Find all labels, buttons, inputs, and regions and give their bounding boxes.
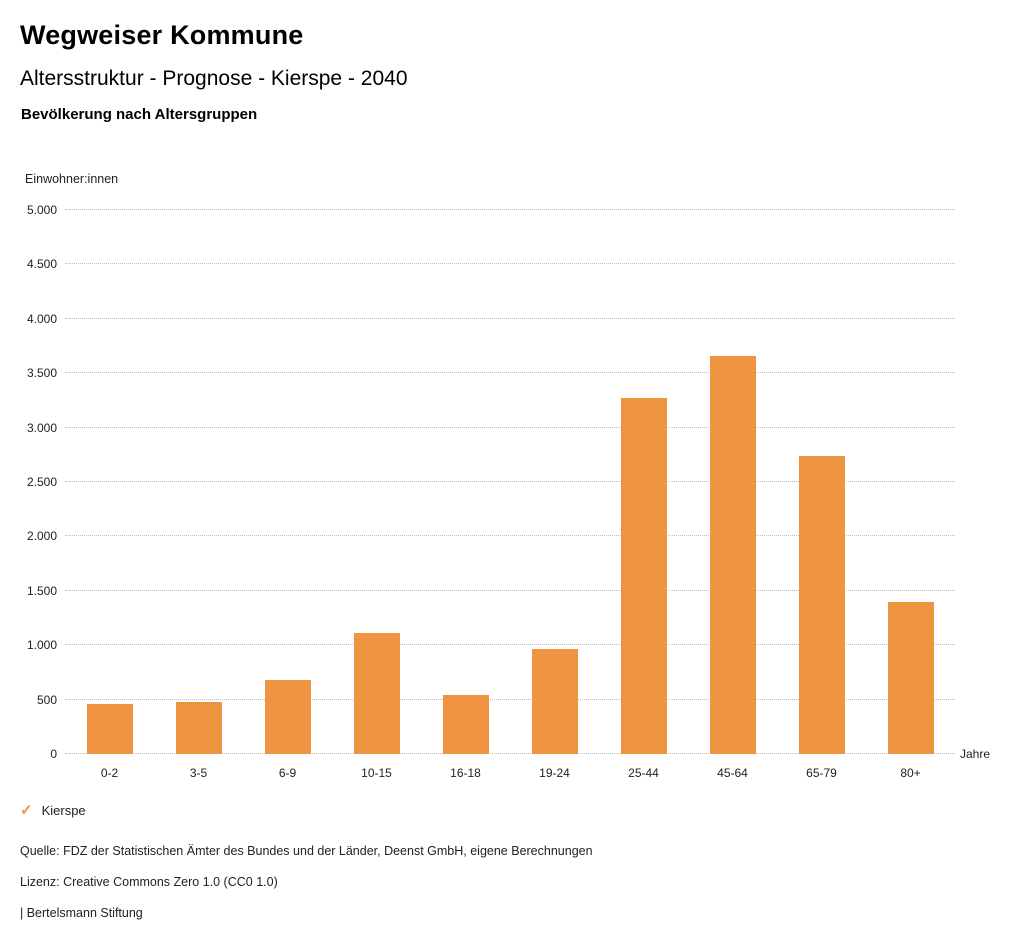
y-tick-label: 500 <box>36 692 57 707</box>
x-tick-label: 19-24 <box>539 766 570 780</box>
bar-16-18[interactable] <box>442 694 489 754</box>
gridline <box>65 698 955 700</box>
gridline <box>65 372 955 374</box>
bar-10-15[interactable] <box>353 633 400 754</box>
y-tick-label: 3.000 <box>26 420 57 435</box>
y-tick-label: 5.000 <box>26 203 57 217</box>
y-tick-label: 2.000 <box>26 529 57 544</box>
license-text: Lizenz: Creative Commons Zero 1.0 (CC0 1… <box>20 875 278 889</box>
attribution-text: | Bertelsmann Stiftung <box>20 906 143 920</box>
gridline <box>65 589 955 591</box>
check-icon: ✓ <box>20 802 33 819</box>
gridline <box>65 644 955 646</box>
bar-slot <box>421 210 510 754</box>
bar-25-44[interactable] <box>620 398 667 754</box>
page-subtitle: Altersstruktur - Prognose - Kierspe - 20… <box>20 67 408 90</box>
bar-slot <box>866 210 955 754</box>
gridline <box>65 263 955 265</box>
x-tick-label: 0-2 <box>100 766 119 780</box>
bar-slot <box>510 210 599 754</box>
y-tick-label: 4.500 <box>26 257 57 272</box>
gridline <box>65 535 955 537</box>
y-tick-label: 0 <box>50 747 57 761</box>
x-tick-label: 16-18 <box>450 766 481 780</box>
bar-slot <box>65 210 154 754</box>
x-tick-label: 45-64 <box>717 766 748 780</box>
bar-slot <box>688 210 777 754</box>
bar-slot <box>777 210 866 754</box>
bar-45-64[interactable] <box>709 355 756 754</box>
y-axis-unit-label: Einwohner:innen <box>25 172 119 186</box>
bar-3-5[interactable] <box>175 702 222 754</box>
x-tick-label: 80+ <box>900 766 921 780</box>
y-tick-label: 3.500 <box>26 366 57 381</box>
gridline <box>65 209 955 210</box>
x-tick-label: 65-79 <box>806 766 837 780</box>
x-tick-label: 6-9 <box>278 766 297 780</box>
bar-slot <box>599 210 688 754</box>
bar-slot <box>243 210 332 754</box>
x-tick-label: 10-15 <box>361 766 392 780</box>
gridline <box>65 426 955 428</box>
x-tick-label: 25-44 <box>628 766 659 780</box>
bar-0-2[interactable] <box>86 703 133 754</box>
y-tick-label: 4.000 <box>26 311 57 326</box>
x-axis-labels: 0-2 3-5 6-9 10-15 16-18 19-24 25-44 45-64 65-79 8… <box>65 766 955 780</box>
gridline <box>65 317 955 319</box>
page-title: Wegweiser Kommune <box>20 20 304 50</box>
bar-80+[interactable] <box>887 602 934 754</box>
chart-heading: Bevölkerung nach Altersgruppen <box>21 106 258 123</box>
source-text: Quelle: FDZ der Statistischen Ämter des … <box>20 844 593 858</box>
y-tick-label: 1.500 <box>26 583 57 598</box>
y-tick-label: 1.000 <box>26 638 57 653</box>
x-axis-unit-label: Jahre <box>960 747 991 761</box>
bar-slot <box>154 210 243 754</box>
gridline <box>65 481 955 482</box>
x-tick-label: 3-5 <box>189 766 208 780</box>
legend-label: Kierspe <box>41 803 86 818</box>
gridline <box>65 753 955 754</box>
bar-slot <box>332 210 421 754</box>
plot-area <box>65 209 955 754</box>
y-axis-labels: 0 500 1.000 1.500 2.000 2.500 3.000 3.500 4.000 4… <box>0 203 57 761</box>
y-tick-label: 2.500 <box>26 475 57 489</box>
bar-6-9[interactable] <box>264 680 311 754</box>
bar-19-24[interactable] <box>531 649 578 754</box>
bar-65-79[interactable] <box>798 455 845 754</box>
legend-item-kierspe[interactable]: ✓ Kierspe <box>20 803 86 818</box>
bars-row <box>65 210 955 754</box>
